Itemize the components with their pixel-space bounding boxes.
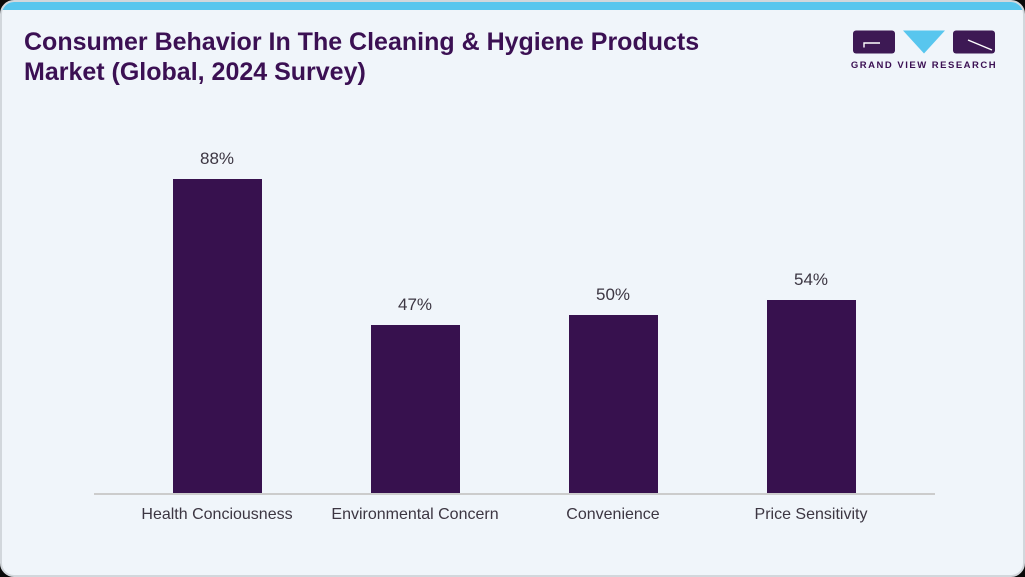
value-label: 50% bbox=[595, 285, 631, 304]
top-accent-bar bbox=[2, 2, 1023, 10]
bar-column-environmental-concern: 47% Environmental Concern bbox=[316, 33, 514, 523]
category-label: Price Sensitivity bbox=[754, 506, 868, 523]
bar-column-health-conciousness: 88% Health Conciousness bbox=[118, 33, 316, 523]
value-label: 47% bbox=[397, 295, 433, 314]
bar-environmental-concern bbox=[370, 325, 460, 493]
gvr-logo-icon bbox=[853, 30, 995, 54]
x-axis-line bbox=[94, 493, 935, 495]
category-label: Convenience bbox=[566, 506, 660, 523]
bar-convenience bbox=[568, 315, 658, 493]
bar-column-convenience: 50% Convenience bbox=[514, 33, 712, 523]
gvr-logo: GRAND VIEW RESEARCH bbox=[850, 30, 998, 71]
chart-title: Consumer Behavior In The Cleaning & Hygi… bbox=[24, 28, 700, 86]
category-label: Environmental Concern bbox=[331, 506, 499, 523]
bar-health-conciousness bbox=[172, 179, 262, 493]
bar-chart: 88% Health Conciousness 47% Environmenta… bbox=[94, 2, 935, 523]
value-label: 88% bbox=[199, 149, 235, 168]
bar-column-price-sensitivity: 54% Price Sensitivity bbox=[712, 33, 910, 523]
bar-price-sensitivity bbox=[766, 300, 856, 493]
value-label: 54% bbox=[793, 270, 829, 289]
category-label: Health Conciousness bbox=[141, 506, 293, 523]
gvr-logo-text: GRAND VIEW RESEARCH bbox=[850, 60, 998, 71]
